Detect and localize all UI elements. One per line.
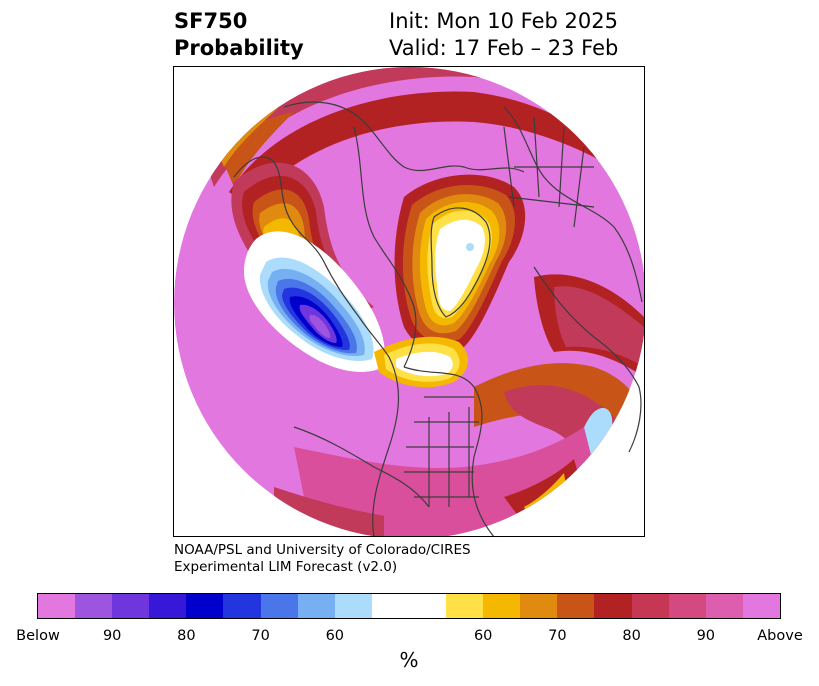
- map-canvas: [174, 67, 644, 536]
- colorbar-swatch: [408, 594, 447, 618]
- forecast-map: [173, 66, 645, 537]
- credit-line-1: NOAA/PSL and University of Colorado/CIRE…: [174, 542, 471, 558]
- shade-neutral-arctic: [435, 219, 485, 311]
- shade-below-95: [309, 314, 331, 338]
- country-borders-north-america: [404, 396, 479, 507]
- shade-above-75-north: [229, 91, 634, 207]
- coastline-alaska: [353, 126, 417, 368]
- colorbar-swatch: [112, 594, 150, 618]
- shade-above-70-northwest: [219, 112, 294, 187]
- colorbar-tick-label: 60: [325, 628, 345, 644]
- map-title-left: SF750 Probability: [174, 8, 304, 62]
- colorbar-swatch: [149, 594, 187, 618]
- colorbar-tick-label: 90: [102, 628, 122, 644]
- colorbar-tick-label: Below: [16, 628, 60, 644]
- shade-neutral-centralatlantic: [592, 453, 628, 493]
- colorbar-unit: %: [399, 648, 419, 672]
- shade-above-80-east: [554, 286, 644, 367]
- colorbar-swatch: [297, 594, 335, 618]
- coastline-central-america: [293, 426, 430, 508]
- variable-name: SF750: [174, 9, 248, 33]
- coastline-siberia: [283, 101, 525, 173]
- coastline-europe-north: [503, 106, 643, 303]
- credit-text: NOAA/PSL and University of Colorado/CIRE…: [174, 542, 471, 576]
- shade-above-65-northwest: [214, 102, 284, 167]
- init-date: Init: Mon 10 Feb 2025: [389, 9, 618, 33]
- colorbar-swatch: [223, 594, 261, 618]
- colorbar-swatch: [186, 594, 224, 618]
- colorbar: [37, 593, 781, 619]
- coastline-greenland: [430, 207, 491, 318]
- colorbar-swatch: [334, 594, 372, 618]
- colorbar-swatch: [371, 594, 409, 618]
- country-borders-eurasia: [503, 116, 595, 228]
- colorbar-swatch: [668, 594, 706, 618]
- colorbar-swatch: [631, 594, 669, 618]
- quantity-name: Probability: [174, 36, 304, 60]
- probability-field: [174, 67, 644, 536]
- colorbar-swatch: [520, 594, 558, 618]
- colorbar-swatch: [38, 594, 76, 618]
- colorbar-tick-label: 80: [177, 628, 196, 644]
- colorbar-swatch: [594, 594, 632, 618]
- credit-line-2: Experimental LIM Forecast (v2.0): [174, 559, 398, 575]
- colorbar-swatch: [705, 594, 743, 618]
- colorbar-tick-label: 70: [548, 628, 567, 644]
- colorbar-swatch: [446, 594, 484, 618]
- coastlines: [233, 101, 643, 536]
- coastline-americas-east: [403, 366, 495, 536]
- coastline-pacific-west: [233, 156, 390, 358]
- shade-above-75-southeast: [504, 459, 579, 517]
- shade-below-60-arctic: [466, 243, 474, 251]
- map-title-right: Init: Mon 10 Feb 2025 Valid: 17 Feb – 23…: [389, 8, 618, 62]
- colorbar-swatch: [742, 594, 780, 618]
- colorbar-swatch: [260, 594, 298, 618]
- shade-neutral-atlantic: [396, 351, 453, 377]
- colorbar-swatch: [557, 594, 595, 618]
- colorbar-tick-label: 60: [473, 628, 493, 644]
- valid-range: Valid: 17 Feb – 23 Feb: [389, 36, 619, 60]
- colorbar-swatch: [75, 594, 113, 618]
- colorbar-tick-label: 90: [696, 628, 716, 644]
- coastline-americas-west: [372, 356, 399, 536]
- colorbar-tick-label: 70: [251, 628, 270, 644]
- colorbar-tick-label: Above: [757, 628, 803, 644]
- colorbar-tick-label: 80: [622, 628, 641, 644]
- coastline-europe-west: [533, 266, 642, 453]
- colorbar-swatch: [483, 594, 521, 618]
